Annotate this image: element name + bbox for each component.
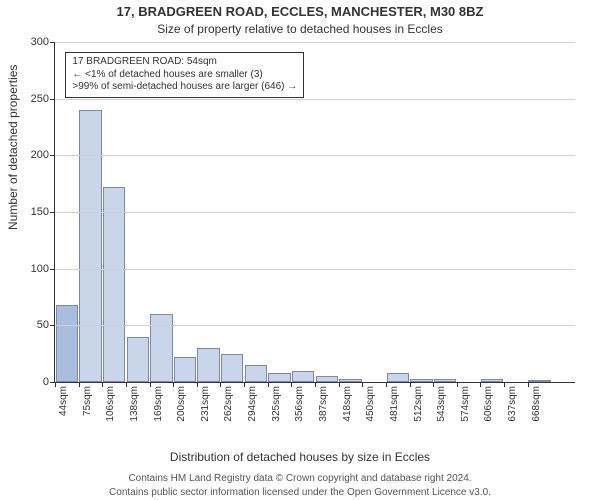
y-tick-label: 100 (31, 263, 49, 275)
x-tick-label: 75sqm (82, 386, 93, 416)
bar (410, 379, 432, 382)
x-tick-label: 231sqm (200, 386, 211, 422)
y-tick-mark (50, 325, 55, 326)
x-tick-mark (528, 382, 529, 387)
bar (79, 110, 101, 382)
bar (316, 376, 338, 382)
x-tick-label: 138sqm (129, 386, 140, 422)
x-tick-label: 543sqm (436, 386, 447, 422)
x-tick-mark (339, 382, 340, 387)
x-axis-label: Distribution of detached houses by size … (0, 450, 600, 464)
x-tick-label: 356sqm (294, 386, 305, 422)
x-tick-label: 262sqm (223, 386, 234, 422)
x-tick-mark (55, 382, 56, 387)
annotation-line3: >99% of semi-detached houses are larger … (72, 81, 297, 94)
x-tick-label: 481sqm (389, 386, 400, 422)
bar (292, 371, 314, 382)
y-tick-mark (50, 155, 55, 156)
plot-area: 17 BRADGREEN ROAD: 54sqm ← <1% of detach… (54, 42, 575, 383)
x-tick-label: 606sqm (483, 386, 494, 422)
x-tick-mark (291, 382, 292, 387)
bar (127, 337, 149, 382)
x-tick-label: 637sqm (507, 386, 518, 422)
x-tick-label: 169sqm (153, 386, 164, 422)
bar (56, 305, 78, 382)
x-tick-mark (173, 382, 174, 387)
x-tick-mark (220, 382, 221, 387)
bar (387, 373, 409, 382)
y-tick-label: 250 (31, 93, 49, 105)
bar (268, 373, 290, 382)
bar (481, 379, 503, 382)
y-tick-mark (50, 99, 55, 100)
x-tick-label: 325sqm (271, 386, 282, 422)
x-tick-mark (386, 382, 387, 387)
annotation-line2: ← <1% of detached houses are smaller (3) (72, 69, 297, 82)
y-tick-mark (50, 212, 55, 213)
x-tick-mark (244, 382, 245, 387)
y-tick-mark (50, 42, 55, 43)
bar (528, 380, 550, 382)
x-tick-mark (268, 382, 269, 387)
x-tick-mark (79, 382, 80, 387)
y-tick-label: 0 (43, 376, 49, 388)
x-tick-label: 106sqm (105, 386, 116, 422)
bar (339, 379, 361, 382)
grid-line (55, 99, 575, 100)
title-sub: Size of property relative to detached ho… (0, 22, 600, 36)
x-tick-mark (362, 382, 363, 387)
grid-line (55, 269, 575, 270)
x-tick-mark (504, 382, 505, 387)
footer-line1: Contains HM Land Registry data © Crown c… (0, 473, 600, 484)
title-main: 17, BRADGREEN ROAD, ECCLES, MANCHESTER, … (0, 4, 600, 19)
x-tick-mark (410, 382, 411, 387)
x-tick-label: 418sqm (342, 386, 353, 422)
y-axis-label: Number of detached properties (6, 65, 20, 230)
y-tick-label: 200 (31, 149, 49, 161)
bar (434, 379, 456, 382)
y-tick-mark (50, 269, 55, 270)
bar (174, 357, 196, 382)
x-tick-label: 512sqm (413, 386, 424, 422)
x-tick-label: 44sqm (58, 386, 69, 416)
chart-container: 17, BRADGREEN ROAD, ECCLES, MANCHESTER, … (0, 0, 600, 500)
bar (221, 354, 243, 382)
x-tick-label: 294sqm (247, 386, 258, 422)
x-tick-mark (126, 382, 127, 387)
bar (150, 314, 172, 382)
x-tick-mark (433, 382, 434, 387)
x-tick-mark (102, 382, 103, 387)
bar (103, 187, 125, 382)
bar (245, 365, 267, 382)
x-tick-label: 668sqm (531, 386, 542, 422)
y-tick-label: 300 (31, 36, 49, 48)
x-tick-mark (197, 382, 198, 387)
x-tick-mark (150, 382, 151, 387)
annotation-box: 17 BRADGREEN ROAD: 54sqm ← <1% of detach… (65, 52, 304, 98)
x-tick-label: 574sqm (460, 386, 471, 422)
annotation-line1: 17 BRADGREEN ROAD: 54sqm (72, 56, 297, 69)
x-tick-label: 450sqm (365, 386, 376, 422)
x-tick-mark (315, 382, 316, 387)
x-tick-mark (480, 382, 481, 387)
x-tick-label: 200sqm (176, 386, 187, 422)
y-tick-label: 150 (31, 206, 49, 218)
footer-line2: Contains public sector information licen… (0, 487, 600, 498)
x-tick-label: 387sqm (318, 386, 329, 422)
grid-line (55, 325, 575, 326)
grid-line (55, 155, 575, 156)
y-tick-label: 50 (37, 319, 49, 331)
x-tick-mark (457, 382, 458, 387)
bar (197, 348, 219, 382)
grid-line (55, 42, 575, 43)
grid-line (55, 212, 575, 213)
